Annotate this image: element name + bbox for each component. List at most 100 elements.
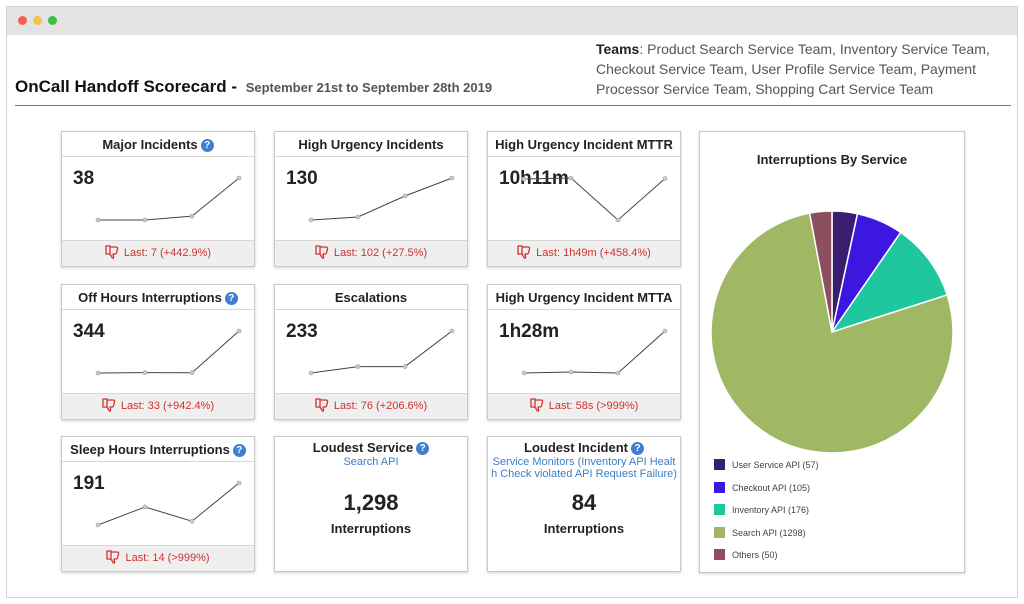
teams-names: : Product Search Service Team, Inventory…: [596, 41, 990, 97]
page-header: OnCall Handoff Scorecard - September 21s…: [7, 35, 1019, 107]
teams-list: Teams: Product Search Service Team, Inve…: [596, 39, 1006, 99]
comparison-text: Last: 102 (+27.5%): [333, 247, 428, 259]
card-title: Escalations: [275, 285, 467, 310]
interruptions-label: Interruptions: [543, 521, 625, 536]
legend-swatch: [714, 481, 725, 493]
help-icon[interactable]: ?: [200, 139, 214, 152]
comparison-text: Last: 7 (+442.9%): [123, 247, 212, 259]
sparkline-point: [568, 369, 574, 375]
sparkline-point: [662, 328, 668, 334]
card-escalations: Escalations 233 Last: 76 (+206.6%): [274, 284, 468, 420]
sparkline-path: [523, 177, 666, 221]
interruptions-label: Interruptions: [330, 521, 412, 536]
sparkline-path: [310, 177, 453, 221]
card-title-text: Sleep Hours Interruptions: [70, 442, 230, 457]
comparison-text: Last: 33 (+942.4%): [120, 400, 215, 412]
card-loudest-service: Loudest Service? Search API 1,298 Interr…: [274, 436, 468, 572]
card-title-text: Off Hours Interruptions: [78, 290, 222, 305]
legend-label: Checkout API (105): [732, 482, 811, 493]
card-title: Loudest Service?: [275, 437, 467, 456]
interruptions-by-service-card: Interruptions By Service User Service AP…: [699, 131, 965, 573]
metric-value: 191: [73, 473, 105, 494]
trend-sparkline: [95, 480, 242, 528]
help-icon[interactable]: ?: [224, 292, 238, 305]
legend-item[interactable]: Search API (1298): [714, 526, 819, 550]
legend-swatch: [714, 504, 725, 515]
sparkline-point: [402, 193, 408, 199]
sparkline-path: [523, 330, 666, 374]
teams-label: Teams: [596, 41, 640, 57]
sparkline-point: [142, 504, 148, 510]
sparkline-point: [308, 370, 314, 376]
card-title: Loudest Incident?: [488, 437, 680, 456]
metric-value: 1h28m: [499, 321, 560, 342]
thumbs-down-icon: [102, 397, 116, 422]
sparkline-point: [615, 217, 621, 223]
sparkline-point: [95, 217, 101, 223]
sparkline-point: [236, 175, 242, 181]
comparison-footer: Last: 14 (>999%): [62, 545, 254, 571]
card-title: High Urgency Incident MTTA: [488, 285, 680, 310]
trend-sparkline: [95, 175, 242, 223]
loudest-service-link[interactable]: Search API: [343, 456, 399, 468]
thumbs-down-icon: [530, 397, 544, 422]
legend-swatch: [714, 459, 725, 470]
loudest-incident-link[interactable]: Service Monitors (Inventory API Health C…: [491, 456, 677, 480]
thumbs-down-icon: [105, 244, 119, 269]
card-title: Sleep Hours Interruptions?: [62, 437, 254, 462]
title-bar: [7, 7, 1017, 35]
metric-value: 233: [286, 321, 318, 342]
comparison-text: Last: 1h49m (+458.4%): [536, 247, 651, 259]
thumbs-down-icon: [315, 397, 329, 422]
card-major-incidents: Major Incidents? 38 Last: 7 (+442.9%): [61, 131, 255, 267]
pie-slice-others[interactable]: [808, 210, 833, 333]
interruptions-count: 84: [571, 490, 597, 515]
metric-value: 38: [73, 168, 95, 189]
card-title: Major Incidents?: [62, 132, 254, 157]
sparkline-point: [95, 522, 101, 528]
sparkline-point: [662, 176, 668, 181]
legend-item[interactable]: Checkout API (105): [714, 481, 819, 505]
pie-slice-inventory-api[interactable]: [830, 231, 949, 334]
sparkline-point: [308, 217, 314, 223]
sparkline-point: [402, 364, 408, 369]
legend-item[interactable]: Inventory API (176): [714, 504, 819, 527]
sparkline-point: [189, 213, 195, 219]
page-title: OnCall Handoff Scorecard - September 21s…: [15, 77, 492, 97]
sparkline-path: [98, 177, 240, 221]
legend-label: Inventory API (176): [732, 505, 810, 515]
thumbs-down-icon: [315, 244, 329, 269]
comparison-footer: Last: 58s (>999%): [488, 393, 680, 419]
legend-swatch: [714, 526, 725, 538]
minimize-window-button[interactable]: [33, 16, 42, 25]
sparkline-point: [521, 370, 527, 376]
sparkline-path: [97, 330, 240, 374]
sparkline-point: [615, 370, 621, 376]
card-title-text: Loudest Service: [312, 440, 414, 455]
comparison-text: Last: 76 (+206.6%): [333, 400, 428, 412]
legend-item[interactable]: User Service API (57): [714, 459, 819, 482]
zoom-window-button[interactable]: [48, 16, 57, 25]
card-title-text: Loudest Incident: [524, 440, 628, 455]
chart-legend: User Service API (57) Checkout API (105) I…: [714, 459, 819, 572]
sparkline-point: [189, 518, 195, 524]
help-icon[interactable]: ?: [416, 442, 430, 455]
help-icon[interactable]: ?: [631, 442, 644, 455]
metric-value: 344: [73, 321, 105, 342]
thumbs-down-icon: [106, 549, 120, 574]
close-window-button[interactable]: [18, 16, 27, 25]
legend-item[interactable]: Others (50): [714, 549, 819, 572]
trend-sparkline: [521, 175, 668, 223]
card-loudest-incident: Loudest Incident? Service Monitors (Inve…: [487, 436, 681, 572]
pie-slice-search-api[interactable]: [710, 212, 954, 454]
sparkline-path: [310, 330, 453, 374]
header-divider: [15, 105, 1011, 106]
card-off-hours-interruptions: Off Hours Interruptions? 344 Last: 33 (+…: [61, 284, 255, 420]
comparison-footer: Last: 7 (+442.9%): [62, 240, 254, 266]
help-icon[interactable]: ?: [232, 444, 246, 457]
sparkline-point: [142, 370, 148, 375]
sparkline-point: [568, 175, 574, 181]
legend-label: Search API (1298): [732, 527, 806, 538]
card-title: High Urgency Incident MTTR: [488, 132, 680, 157]
comparison-footer: Last: 1h49m (+458.4%): [488, 240, 680, 266]
